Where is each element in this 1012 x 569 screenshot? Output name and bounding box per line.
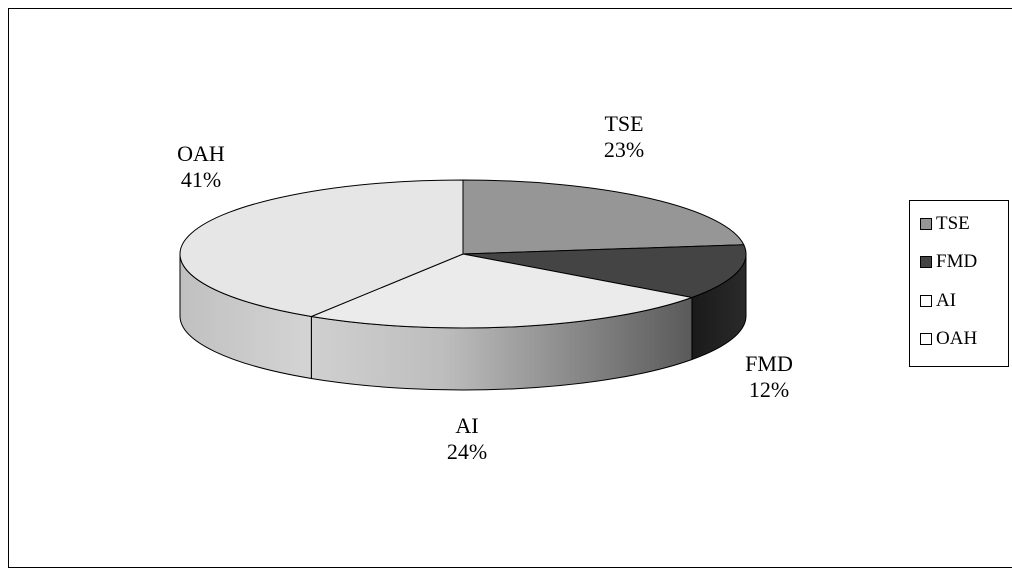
- label-fmd: FMD 12%: [719, 351, 819, 403]
- pie-slice-ai: [309, 253, 694, 329]
- legend-item-tse: TSE: [920, 213, 970, 235]
- legend-item-fmd: FMD: [920, 251, 977, 273]
- pie-slice-tse: [462, 179, 745, 255]
- label-fmd-pct: 12%: [748, 377, 790, 402]
- legend-swatch-tse: [920, 218, 932, 230]
- legend-label-fmd: FMD: [936, 251, 978, 272]
- legend-swatch-ai: [920, 295, 932, 307]
- legend-label-ai: AI: [936, 290, 957, 311]
- label-oah-name: OAH: [177, 141, 225, 166]
- label-ai: AI 24%: [417, 413, 517, 465]
- legend-label-tse: TSE: [936, 213, 970, 234]
- label-tse-pct: 23%: [603, 137, 645, 162]
- label-ai-name: AI: [455, 413, 479, 438]
- chart-frame: TSE 23% FMD 12% AI 24% OAH 41%: [8, 8, 1012, 568]
- label-tse: TSE 23%: [574, 111, 674, 163]
- legend-swatch-fmd: [920, 256, 932, 268]
- legend-item-ai: AI: [920, 290, 956, 312]
- legend-label-oah: OAH: [936, 328, 978, 349]
- pie-slice-oah: [179, 179, 464, 317]
- label-fmd-name: FMD: [745, 351, 793, 376]
- pie-chart: [179, 179, 747, 391]
- legend-item-oah: OAH: [920, 328, 977, 350]
- pie-slice-fmd: [462, 244, 747, 299]
- label-tse-name: TSE: [604, 111, 644, 136]
- label-ai-pct: 24%: [446, 439, 488, 464]
- label-oah: OAH 41%: [151, 141, 251, 193]
- legend-swatch-oah: [920, 333, 932, 345]
- label-oah-pct: 41%: [180, 167, 222, 192]
- legend: TSE FMD AI OAH: [909, 200, 1009, 367]
